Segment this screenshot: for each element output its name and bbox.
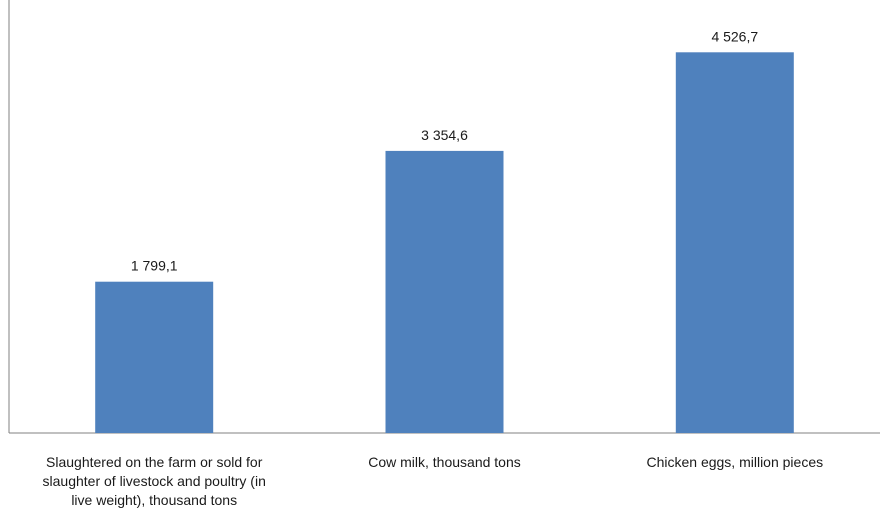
category-label-2-line-1: Cow milk, thousand tons	[368, 454, 521, 470]
bar-value-label-2: 3 354,6	[421, 127, 468, 143]
bar-2	[386, 151, 504, 433]
category-label-3-line-1: Chicken eggs, million pieces	[646, 454, 823, 470]
category-label-1-line-1: Slaughtered on the farm or sold for	[46, 454, 263, 470]
bar-1	[95, 282, 213, 433]
bars-layer	[95, 52, 794, 433]
bar-value-label-3: 4 526,7	[711, 28, 758, 44]
bar-3	[676, 52, 794, 433]
bar-value-label-1: 1 799,1	[131, 258, 178, 274]
category-label-1-line-2: slaughter of livestock and poultry (in	[43, 473, 266, 489]
category-label-1-line-3: live weight), thousand tons	[71, 492, 237, 508]
category-labels-layer: Slaughtered on the farm or sold for slaug…	[43, 454, 824, 508]
